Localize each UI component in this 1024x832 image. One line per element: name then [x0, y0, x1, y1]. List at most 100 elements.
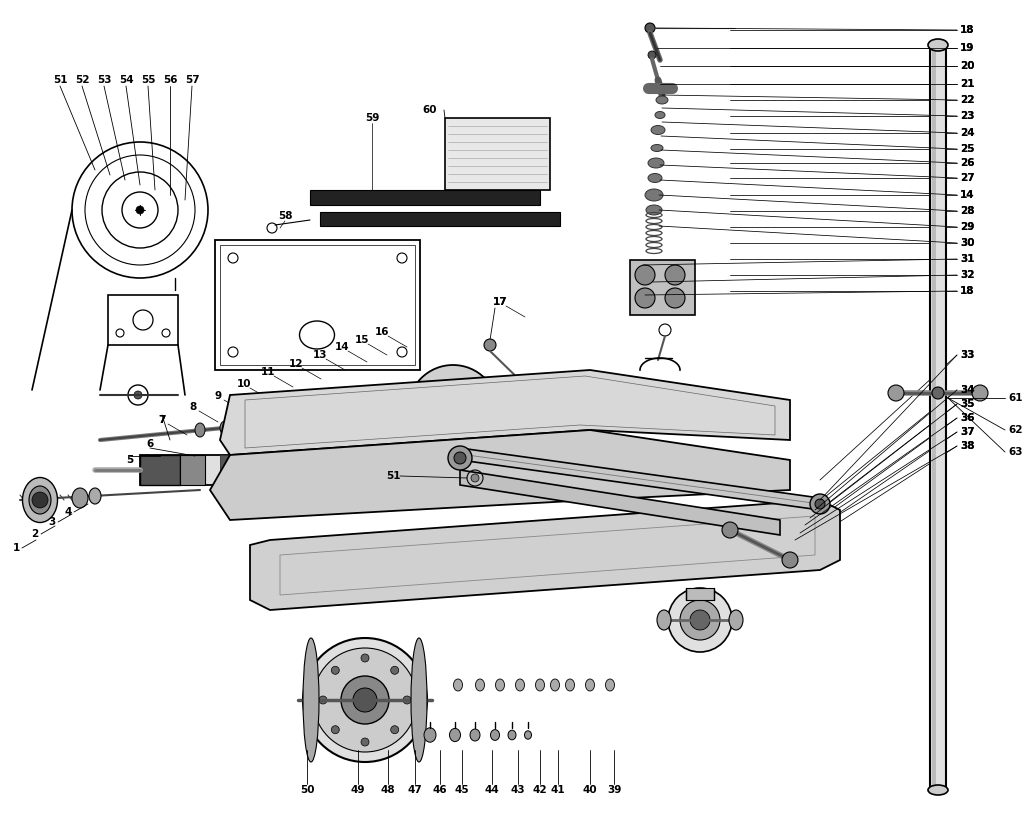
- Text: 37: 37: [961, 427, 975, 437]
- Circle shape: [471, 474, 479, 482]
- Text: 18: 18: [961, 286, 975, 296]
- Circle shape: [32, 492, 48, 508]
- Text: 25: 25: [961, 144, 975, 154]
- Text: 63: 63: [1008, 447, 1023, 457]
- Text: 7: 7: [159, 415, 166, 425]
- Text: 28: 28: [961, 206, 975, 216]
- Circle shape: [353, 688, 377, 712]
- Circle shape: [932, 387, 944, 399]
- Ellipse shape: [295, 415, 305, 429]
- Circle shape: [722, 522, 738, 538]
- Ellipse shape: [416, 452, 444, 488]
- Ellipse shape: [454, 679, 463, 691]
- Circle shape: [665, 265, 685, 285]
- Polygon shape: [210, 430, 790, 520]
- Text: 7: 7: [159, 415, 166, 425]
- Ellipse shape: [411, 638, 427, 762]
- Text: 38: 38: [961, 441, 975, 451]
- Bar: [140, 455, 180, 485]
- Circle shape: [680, 600, 720, 640]
- Ellipse shape: [655, 111, 665, 118]
- Text: 41: 41: [551, 785, 565, 795]
- Bar: [255, 455, 263, 485]
- Bar: [630, 260, 695, 315]
- Ellipse shape: [651, 126, 665, 135]
- Circle shape: [408, 365, 498, 455]
- Circle shape: [668, 588, 732, 652]
- Ellipse shape: [515, 679, 524, 691]
- Circle shape: [690, 610, 710, 630]
- Circle shape: [403, 696, 411, 704]
- Ellipse shape: [303, 638, 319, 762]
- Text: 13: 13: [312, 350, 328, 360]
- Text: 16: 16: [375, 327, 389, 337]
- Text: 37: 37: [961, 427, 975, 437]
- Ellipse shape: [928, 39, 948, 51]
- Circle shape: [665, 288, 685, 308]
- Text: 21: 21: [961, 79, 975, 89]
- Circle shape: [417, 423, 427, 433]
- Text: 34: 34: [961, 385, 975, 395]
- Text: 35: 35: [961, 399, 975, 409]
- Ellipse shape: [23, 478, 57, 522]
- Text: 19: 19: [961, 43, 975, 53]
- Text: 36: 36: [961, 413, 975, 423]
- Text: 25: 25: [961, 144, 975, 154]
- Text: 53: 53: [96, 75, 112, 85]
- Ellipse shape: [450, 728, 461, 741]
- Ellipse shape: [551, 679, 559, 691]
- Text: 27: 27: [961, 173, 975, 183]
- Text: 31: 31: [961, 254, 975, 264]
- Circle shape: [810, 494, 830, 514]
- Circle shape: [635, 288, 655, 308]
- Circle shape: [972, 385, 988, 401]
- Polygon shape: [460, 470, 780, 535]
- Ellipse shape: [89, 488, 101, 504]
- Circle shape: [423, 380, 483, 440]
- Polygon shape: [460, 448, 820, 510]
- Text: 12: 12: [289, 359, 303, 369]
- Bar: [180, 455, 205, 485]
- Ellipse shape: [657, 610, 671, 630]
- Text: 56: 56: [163, 75, 177, 85]
- Text: 15: 15: [354, 335, 370, 345]
- Text: 18: 18: [961, 286, 975, 296]
- Ellipse shape: [245, 419, 255, 433]
- Ellipse shape: [536, 679, 545, 691]
- Text: 2: 2: [32, 529, 39, 539]
- Text: 49: 49: [351, 785, 366, 795]
- Text: 58: 58: [278, 211, 292, 221]
- Text: 18: 18: [961, 25, 975, 35]
- Text: 61: 61: [1008, 393, 1023, 403]
- Text: 27: 27: [961, 173, 975, 183]
- Text: 9: 9: [214, 391, 221, 401]
- Circle shape: [888, 385, 904, 401]
- Ellipse shape: [508, 730, 516, 740]
- Text: 19: 19: [961, 43, 975, 53]
- Circle shape: [484, 339, 496, 351]
- Ellipse shape: [496, 679, 505, 691]
- Text: 30: 30: [961, 238, 975, 248]
- Text: 24: 24: [961, 128, 975, 138]
- Text: 52: 52: [75, 75, 89, 85]
- Circle shape: [361, 654, 369, 662]
- Circle shape: [332, 666, 339, 674]
- Ellipse shape: [651, 145, 663, 151]
- Text: 18: 18: [961, 25, 975, 35]
- Ellipse shape: [319, 413, 330, 427]
- Circle shape: [332, 726, 339, 734]
- Text: 50: 50: [300, 785, 314, 795]
- Ellipse shape: [645, 189, 663, 201]
- Text: 4: 4: [65, 507, 72, 517]
- Ellipse shape: [270, 417, 280, 431]
- Text: 39: 39: [607, 785, 622, 795]
- Polygon shape: [250, 500, 840, 610]
- Text: 54: 54: [119, 75, 133, 85]
- Text: 17: 17: [493, 297, 507, 307]
- Bar: [220, 245, 415, 365]
- Text: 8: 8: [189, 402, 197, 412]
- Text: 5: 5: [126, 455, 133, 465]
- Polygon shape: [220, 370, 790, 455]
- Text: 45: 45: [455, 785, 469, 795]
- Ellipse shape: [565, 679, 574, 691]
